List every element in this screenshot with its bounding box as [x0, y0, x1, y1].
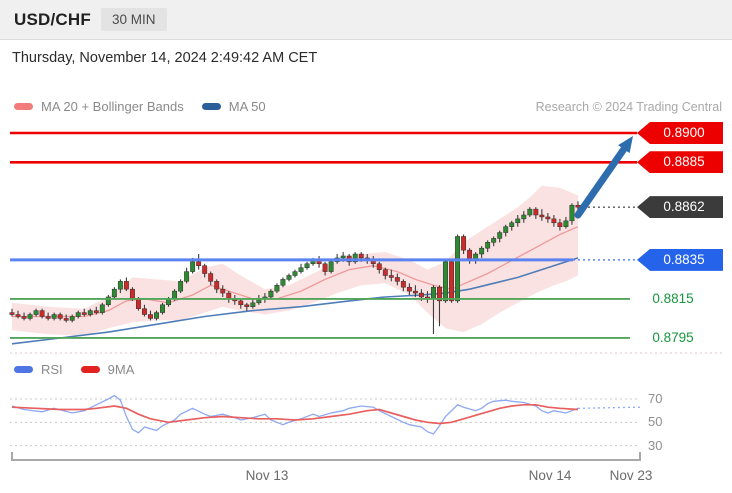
last-price-label-08862: 0.8862	[637, 196, 723, 219]
support-label-08795: 0.8795	[652, 329, 694, 345]
rsi-9ma-label: 9MA	[107, 362, 135, 377]
resistance-label-08900: 0.8900	[637, 122, 723, 144]
resistance-label-08885: 0.8885	[637, 151, 723, 174]
rsi-tick-50: 50	[648, 414, 663, 429]
rsi-tick-30: 30	[648, 438, 663, 453]
x-axis-line	[11, 452, 641, 461]
rsi-pane	[10, 394, 641, 447]
x-tick-nov23: Nov 23	[609, 468, 653, 483]
ma50-swatch	[201, 103, 221, 110]
rsi-9ma-swatch	[80, 366, 100, 373]
x-tick-nov14: Nov 14	[528, 468, 572, 483]
symbol-title: USD/CHF	[14, 10, 91, 29]
support-label-08815: 0.8815	[652, 290, 694, 306]
rsi-swatch	[14, 366, 33, 373]
timestamp: Thursday, November 14, 2024 2:49:42 AM C…	[12, 50, 318, 66]
ma20-bollinger-swatch	[14, 103, 33, 110]
level-lines	[10, 131, 722, 354]
timeframe-badge: 30 MIN	[101, 8, 167, 31]
rsi-tick-70: 70	[648, 391, 663, 406]
rsi-legend: RSI 9MA	[14, 362, 134, 377]
rsi-label: RSI	[41, 362, 63, 377]
ma50-label: MA 50	[228, 99, 266, 114]
leader-dotted-lines	[573, 206, 635, 261]
ma20-bollinger-label: MA 20 + Bollinger Bands	[41, 99, 184, 114]
copyright-watermark: Research © 2024 Trading Central	[535, 100, 722, 114]
main-legend: MA 20 + Bollinger Bands MA 50	[14, 99, 266, 114]
forecast-arrow	[574, 136, 633, 219]
ma50-line	[11, 257, 579, 345]
x-tick-nov13: Nov 13	[245, 468, 289, 483]
support-label-08835: 0.8835	[637, 248, 723, 271]
